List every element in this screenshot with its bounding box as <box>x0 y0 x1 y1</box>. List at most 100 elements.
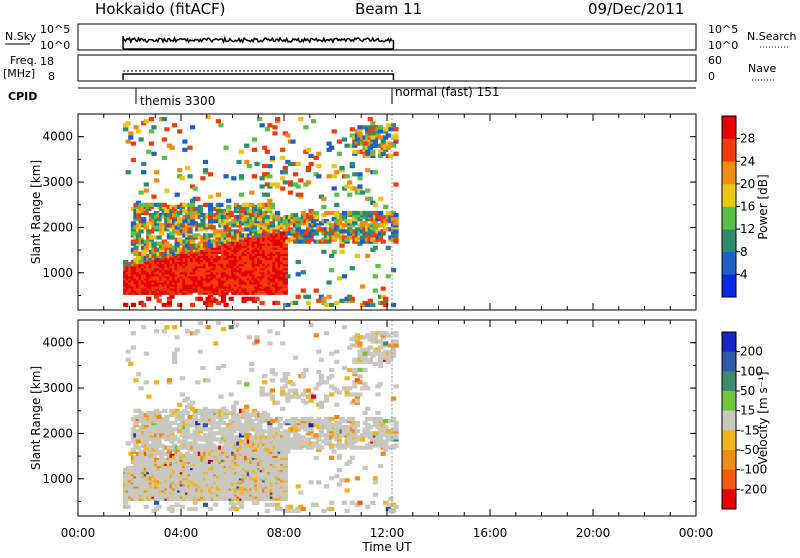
site-title: Hokkaido (fitACF) <box>95 0 226 18</box>
data-cell <box>231 503 236 507</box>
data-cell <box>365 386 370 390</box>
data-cell <box>296 433 301 437</box>
data-cell <box>363 382 368 386</box>
data-cell <box>149 129 154 133</box>
data-cell <box>381 287 386 291</box>
data-cell <box>337 468 342 472</box>
data-cell <box>278 423 283 427</box>
data-cell <box>309 480 314 484</box>
data-cell <box>373 493 378 497</box>
data-cell <box>218 395 223 399</box>
data-cell <box>314 231 319 235</box>
data-cell <box>167 450 172 454</box>
data-cell <box>157 203 162 207</box>
y-tick-label: 3000 <box>42 175 73 189</box>
data-cell <box>126 170 131 174</box>
data-cell <box>182 435 187 439</box>
data-cell <box>141 162 146 166</box>
data-cell <box>216 119 221 123</box>
data-cell <box>309 399 314 403</box>
data-cell <box>368 231 373 235</box>
data-cell <box>164 209 169 213</box>
data-cell <box>355 211 360 215</box>
data-cell <box>131 331 136 335</box>
data-cell <box>265 215 270 219</box>
data-cell <box>393 221 398 225</box>
data-cell <box>133 125 138 129</box>
data-cell <box>357 335 362 339</box>
data-cell <box>177 303 182 307</box>
data-cell <box>360 386 365 390</box>
data-cell <box>262 429 267 433</box>
data-cell <box>350 446 355 450</box>
nsky-label: N.Sky <box>5 30 37 43</box>
data-cell <box>347 386 352 390</box>
data-cell <box>126 441 131 445</box>
data-cell <box>167 244 172 248</box>
data-cell <box>296 395 301 399</box>
data-cell <box>334 415 339 419</box>
data-cell <box>290 229 295 233</box>
data-cell <box>293 388 298 392</box>
data-cell <box>283 287 288 291</box>
data-cell <box>187 441 192 445</box>
data-cell <box>151 152 156 156</box>
data-cell <box>381 215 386 219</box>
data-cell <box>283 484 288 488</box>
data-cell <box>355 476 360 480</box>
data-cell <box>234 507 239 511</box>
data-cell <box>187 146 192 150</box>
data-cell <box>370 501 375 505</box>
data-cell <box>373 246 378 250</box>
freq-line <box>123 74 393 80</box>
data-cell <box>249 419 254 423</box>
data-cell <box>365 168 370 172</box>
data-cell <box>345 174 350 178</box>
data-cell <box>352 150 357 154</box>
data-cell <box>162 203 167 207</box>
data-cell <box>236 380 241 384</box>
data-cell <box>239 174 244 178</box>
data-cell <box>190 125 195 129</box>
data-cell <box>175 193 180 197</box>
data-cell <box>373 476 378 480</box>
data-cell <box>275 117 280 121</box>
data-cell <box>355 399 360 403</box>
data-cell <box>128 135 133 139</box>
data-cell <box>301 289 306 293</box>
data-cell <box>296 260 301 264</box>
data-cell <box>203 433 208 437</box>
data-cell <box>182 148 187 152</box>
data-cell <box>280 176 285 180</box>
nsearch-tick-top: 10^5 <box>708 23 738 36</box>
data-cell <box>368 346 373 350</box>
data-cell <box>272 125 277 129</box>
data-cell <box>375 264 380 268</box>
data-cell <box>249 203 254 207</box>
data-cell <box>329 374 334 378</box>
data-cell <box>324 303 329 307</box>
data-cell <box>162 117 167 121</box>
data-cell <box>288 162 293 166</box>
data-cell <box>208 233 213 237</box>
data-cell <box>350 297 355 301</box>
data-cell <box>208 215 213 219</box>
data-cell <box>342 386 347 390</box>
data-cell <box>368 431 373 435</box>
data-cell <box>332 250 337 254</box>
data-cell <box>280 186 285 190</box>
data-cell <box>285 372 290 376</box>
data-cell <box>370 303 375 307</box>
data-cell <box>262 146 267 150</box>
data-cell <box>136 129 141 133</box>
data-cell <box>370 150 375 154</box>
cpid-mode-1: themis 3300 <box>140 94 215 108</box>
nsky-line <box>123 38 392 42</box>
data-cell <box>306 437 311 441</box>
power-heatmap <box>123 114 399 310</box>
data-cell <box>373 140 378 144</box>
data-cell <box>334 403 339 407</box>
data-cell <box>350 127 355 131</box>
data-cell <box>373 170 378 174</box>
data-cell <box>239 227 244 231</box>
